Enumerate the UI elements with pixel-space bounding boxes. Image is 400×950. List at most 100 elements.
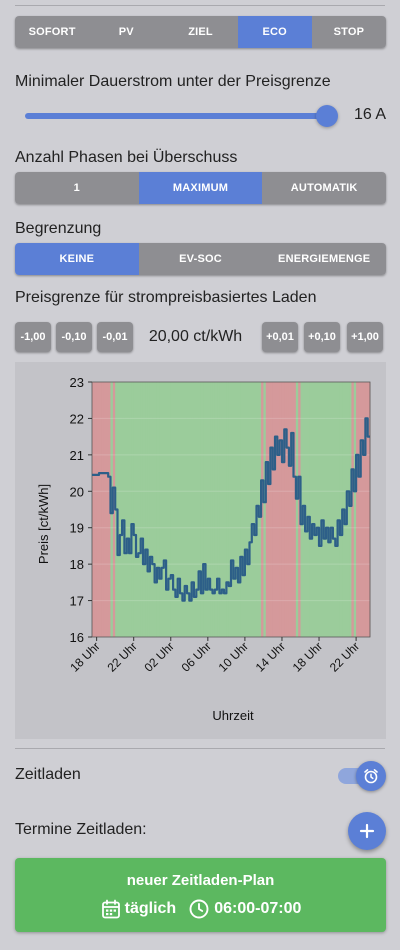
- x-tick-label: 22 Uhr: [104, 639, 139, 674]
- add-schedule-button[interactable]: [348, 812, 386, 850]
- price-zone-above: [92, 382, 95, 637]
- y-tick-label: 23: [70, 375, 84, 390]
- price-zone-below: [180, 382, 183, 637]
- price-zone-below: [307, 382, 311, 637]
- mode-option-ziel[interactable]: ZIEL: [163, 16, 238, 48]
- y-tick-label: 19: [70, 521, 84, 536]
- mode-option-sofort[interactable]: SOFORT: [15, 16, 90, 48]
- price-zone-above: [284, 382, 287, 637]
- price-zone-above: [94, 382, 98, 637]
- price-zone-below: [242, 382, 246, 637]
- price-zone-above: [98, 382, 102, 637]
- mode-option-stop[interactable]: STOP: [311, 16, 386, 48]
- price-zone-below: [228, 382, 232, 637]
- price-zone-below: [219, 382, 223, 637]
- mode-option-pv[interactable]: PV: [89, 16, 164, 48]
- limit-label: Begrenzung: [15, 220, 102, 237]
- price-zone-below: [235, 382, 239, 637]
- price-zone-above: [293, 382, 297, 637]
- termine-label: Termine Zeitladen:: [15, 821, 147, 838]
- price-zone-below: [224, 382, 227, 637]
- x-tick-label: 10 Uhr: [216, 639, 251, 674]
- price-zone-below: [126, 382, 130, 637]
- limit-option-ev-soc[interactable]: EV-SOC: [138, 243, 263, 275]
- x-axis-label: Uhrzeit: [212, 708, 254, 723]
- plan-frequency-text: täglich: [124, 900, 177, 917]
- price-plus-0-01-button[interactable]: +0,01: [262, 322, 298, 352]
- price-zone-below: [189, 382, 193, 637]
- price-zone-above: [367, 382, 371, 637]
- price-zone-above: [286, 382, 290, 637]
- price-zone-above: [96, 382, 100, 637]
- price-zone-below: [163, 382, 167, 637]
- min-current-value: 16 A: [353, 106, 386, 123]
- charge-mode-selector: SOFORT PV ZIEL ECO STOP: [15, 16, 386, 48]
- price-zone-below: [212, 382, 216, 637]
- price-zone-below: [240, 382, 243, 637]
- plan-title: neuer Zeitladen-Plan: [126, 872, 275, 889]
- limit-selector: KEINE EV-SOC ENERGIEMENGE: [15, 243, 386, 275]
- price-limit-value: 20,00 ct/kWh: [148, 328, 243, 345]
- price-plus-0-1-button[interactable]: +0,10: [304, 322, 340, 352]
- price-zone-below: [191, 382, 195, 637]
- y-tick-label: 22: [70, 411, 84, 426]
- price-zone-below: [175, 382, 179, 637]
- price-zone-above: [277, 382, 281, 637]
- price-zone-below: [193, 382, 197, 637]
- price-zone-below: [214, 382, 218, 637]
- price-zone-below: [186, 382, 190, 637]
- price-plus-1-button[interactable]: +1,00: [347, 322, 383, 352]
- slider-track: [25, 113, 327, 119]
- y-tick-label: 21: [70, 448, 84, 463]
- plan-details: täglich 06:00-07:00: [15, 898, 386, 920]
- section-divider: [15, 748, 385, 749]
- price-zone-above: [281, 382, 285, 637]
- toggle-knob[interactable]: [356, 761, 386, 791]
- price-zone-below: [149, 382, 153, 637]
- phases-option-1[interactable]: 1: [15, 172, 139, 204]
- price-zone-below: [309, 382, 313, 637]
- price-zone-below: [122, 382, 125, 637]
- price-zone-below: [231, 382, 234, 637]
- phases-option-maximum[interactable]: MAXIMUM: [138, 172, 263, 204]
- zeitladen-toggle[interactable]: [336, 761, 386, 791]
- phases-option-automatik[interactable]: AUTOMATIK: [262, 172, 386, 204]
- price-zone-above: [365, 382, 369, 637]
- price-zone-below: [210, 382, 213, 637]
- price-zone-below: [131, 382, 135, 637]
- limit-option-energiemenge[interactable]: ENERGIEMENGE: [262, 243, 386, 275]
- price-zone-below: [119, 382, 123, 637]
- phases-label: Anzahl Phasen bei Überschuss: [15, 149, 238, 166]
- price-zone-below: [117, 382, 121, 637]
- plan-time: 06:00-07:00: [188, 898, 301, 920]
- slider-thumb[interactable]: [316, 105, 338, 127]
- limit-option-keine[interactable]: KEINE: [15, 243, 139, 275]
- price-zone-below: [249, 382, 253, 637]
- price-minus-1-button[interactable]: -1,00: [15, 322, 51, 352]
- zeitladen-label: Zeitladen: [15, 766, 81, 783]
- x-tick-label: 22 Uhr: [327, 639, 362, 674]
- price-minus-0-1-button[interactable]: -0,10: [56, 322, 92, 352]
- mode-option-eco[interactable]: ECO: [237, 16, 312, 48]
- price-minus-0-01-button[interactable]: -0,01: [97, 322, 133, 352]
- price-zone-below: [251, 382, 255, 637]
- price-zone-above: [356, 382, 359, 637]
- price-zone-below: [177, 382, 181, 637]
- price-zone-below: [136, 382, 139, 637]
- price-zone-above: [270, 382, 274, 637]
- price-zone-below: [314, 382, 318, 637]
- price-zone-above: [291, 382, 294, 637]
- y-tick-label: 18: [70, 557, 84, 572]
- price-zone-below: [305, 382, 308, 637]
- price-zone-below: [312, 382, 315, 637]
- price-zone-above: [265, 382, 269, 637]
- price-zone-below: [138, 382, 142, 637]
- price-zone-above: [360, 382, 364, 637]
- price-zone-below: [133, 382, 137, 637]
- schedule-plan-card[interactable]: neuer Zeitladen-Plan täglich 06:00-07:00: [15, 858, 386, 932]
- x-tick-label: 06 Uhr: [179, 639, 214, 674]
- min-current-label: Minimaler Dauerstrom unter der Preisgren…: [15, 73, 331, 90]
- price-zone-below: [330, 382, 334, 637]
- min-current-slider[interactable]: [25, 105, 338, 127]
- plan-time-text: 06:00-07:00: [214, 900, 302, 917]
